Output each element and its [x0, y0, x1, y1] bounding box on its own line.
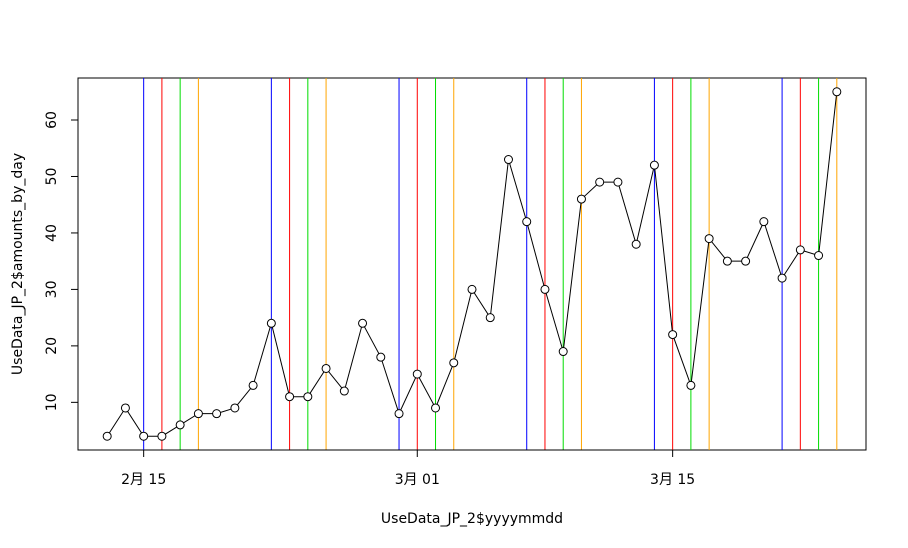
y-tick-label: 60 — [44, 111, 60, 129]
data-point — [193, 409, 203, 419]
data-point — [814, 251, 824, 261]
data-point — [759, 217, 769, 227]
data-point — [595, 177, 605, 187]
data-point — [321, 363, 331, 373]
data-point — [503, 155, 513, 165]
data-point — [266, 318, 276, 328]
data-point — [120, 403, 130, 413]
x-tick-label: 2月 15 — [121, 472, 166, 488]
data-point — [558, 347, 568, 357]
data-point — [358, 318, 368, 328]
data-point — [376, 352, 386, 362]
data-point — [832, 87, 842, 97]
y-tick-label: 30 — [44, 280, 60, 298]
data-point — [303, 392, 313, 402]
data-point — [576, 194, 586, 204]
y-axis-label: UseData_JP_2$amounts_by_day — [10, 153, 26, 375]
data-point — [485, 313, 495, 323]
data-point — [431, 403, 441, 413]
data-point — [613, 177, 623, 187]
data-point — [230, 403, 240, 413]
data-point — [540, 284, 550, 294]
data-point — [339, 386, 349, 396]
data-point — [102, 431, 112, 441]
y-tick-label: 50 — [44, 168, 60, 186]
data-point — [175, 420, 185, 430]
y-tick-label: 10 — [44, 393, 60, 411]
data-point — [157, 431, 167, 441]
data-point — [449, 358, 459, 368]
data-point — [777, 273, 787, 283]
x-axis-label: UseData_JP_2$yyyymmdd — [381, 511, 563, 527]
data-point — [412, 369, 422, 379]
data-point — [704, 234, 714, 244]
data-point — [248, 380, 258, 390]
data-point — [394, 409, 404, 419]
x-tick-label: 3月 01 — [395, 472, 440, 488]
data-point — [668, 330, 678, 340]
y-tick-label: 40 — [44, 224, 60, 242]
data-point — [467, 284, 477, 294]
data-point — [649, 160, 659, 170]
data-point — [686, 380, 696, 390]
data-point — [795, 245, 805, 255]
data-point — [285, 392, 295, 402]
data-point — [522, 217, 532, 227]
x-tick-label: 3月 15 — [650, 472, 695, 488]
data-point — [722, 256, 732, 266]
data-point — [631, 239, 641, 249]
data-point — [212, 409, 222, 419]
data-point — [139, 431, 149, 441]
data-point — [741, 256, 751, 266]
y-tick-label: 20 — [44, 337, 60, 355]
